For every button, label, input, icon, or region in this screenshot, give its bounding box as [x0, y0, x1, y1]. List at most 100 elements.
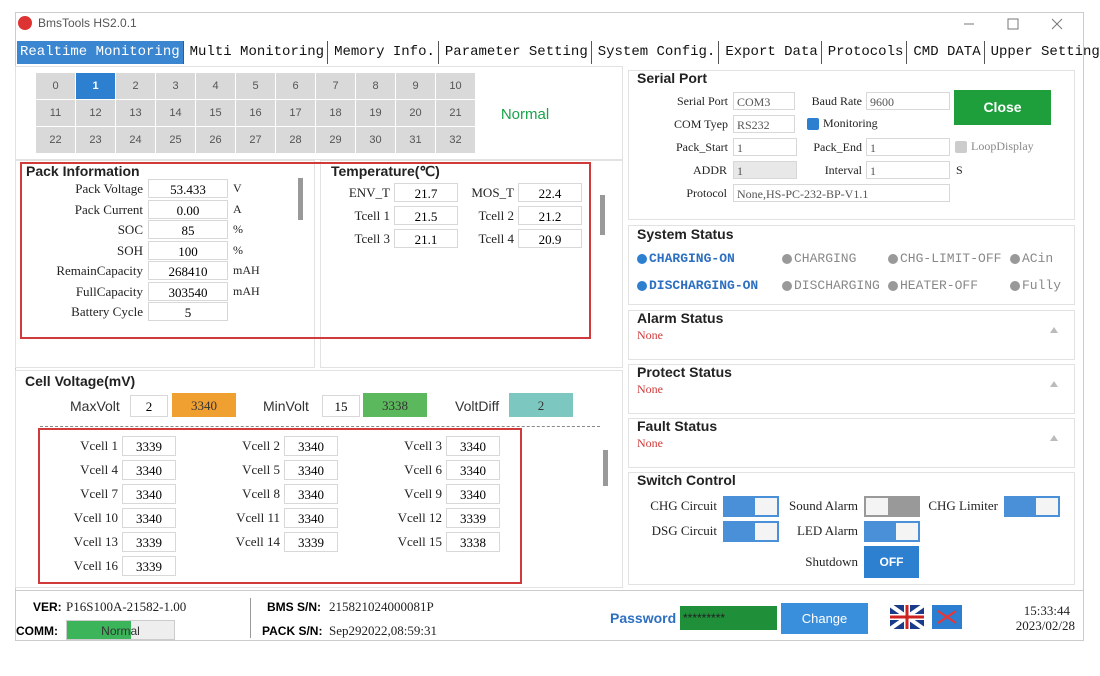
- field-value: 20.9: [518, 229, 582, 248]
- pack-button[interactable]: 2: [116, 73, 155, 99]
- change-button[interactable]: Change: [781, 603, 868, 634]
- field-label: ENV_T: [348, 185, 390, 200]
- time: 15:33:44: [1023, 603, 1070, 618]
- pack-button[interactable]: 23: [76, 127, 115, 153]
- pack-button[interactable]: 4: [196, 73, 235, 99]
- tab[interactable]: Realtime Monitoring: [17, 41, 184, 64]
- status-dot: [1010, 281, 1020, 291]
- language-icons[interactable]: [890, 605, 962, 631]
- pack-button[interactable]: 28: [276, 127, 315, 153]
- pack-button[interactable]: 17: [276, 100, 315, 126]
- checkbox[interactable]: [955, 141, 967, 153]
- combo-box[interactable]: 1: [733, 161, 797, 179]
- combo-box[interactable]: 1: [733, 138, 797, 156]
- pack-button[interactable]: 6: [276, 73, 315, 99]
- pack-button[interactable]: 20: [396, 100, 435, 126]
- status-label: CHARGING-ON: [649, 251, 735, 266]
- summary-value: 3338: [363, 393, 427, 417]
- combo-box[interactable]: 1: [866, 161, 950, 179]
- scrollbar[interactable]: [298, 178, 303, 220]
- toggle[interactable]: [864, 521, 920, 542]
- pack-button[interactable]: 13: [116, 100, 155, 126]
- pack-button[interactable]: 16: [236, 100, 275, 126]
- shutdown-button[interactable]: OFF: [864, 546, 919, 578]
- comm-status: Normal: [66, 620, 175, 640]
- tab[interactable]: Multi Monitoring: [187, 41, 329, 64]
- pack-button[interactable]: 22: [36, 127, 75, 153]
- scroll-arrows[interactable]: [1050, 381, 1058, 387]
- combo-box[interactable]: COM3: [733, 92, 795, 110]
- field-unit: mAH: [233, 263, 260, 277]
- tab[interactable]: Export Data: [722, 41, 822, 64]
- status-value: None: [637, 328, 663, 342]
- pack-button[interactable]: 1: [76, 73, 115, 99]
- window-controls[interactable]: [960, 14, 1070, 34]
- pack-button[interactable]: 7: [316, 73, 355, 99]
- combo-box[interactable]: 9600: [866, 92, 950, 110]
- switch-label: DSG Circuit: [651, 523, 717, 538]
- pack-button[interactable]: 30: [356, 127, 395, 153]
- pack-button[interactable]: 31: [396, 127, 435, 153]
- pack-button[interactable]: 8: [356, 73, 395, 99]
- pack-button[interactable]: 25: [156, 127, 195, 153]
- scrollbar[interactable]: [603, 450, 608, 486]
- combo-box[interactable]: 1: [866, 138, 950, 156]
- scroll-arrows[interactable]: [1050, 435, 1058, 441]
- field-label: MOS_T: [471, 185, 514, 200]
- field-unit: %: [233, 242, 243, 257]
- pack-button[interactable]: 26: [196, 127, 235, 153]
- cell-value: 3340: [122, 508, 176, 528]
- pack-button[interactable]: 15: [196, 100, 235, 126]
- combo-box[interactable]: None,HS-PC-232-BP-V1.1: [733, 184, 950, 202]
- tab[interactable]: System Config.: [595, 41, 720, 64]
- pack-button[interactable]: 12: [76, 100, 115, 126]
- field-label: COM Tyep: [674, 117, 728, 131]
- cell-label: Vcell 2: [242, 438, 280, 453]
- pack-button[interactable]: 3: [156, 73, 195, 99]
- field-unit: %: [233, 222, 243, 236]
- summary-cell: 2: [130, 395, 168, 417]
- cell-label: Vcell 14: [235, 534, 280, 549]
- pack-button[interactable]: 9: [396, 73, 435, 99]
- switch-control-panel: [628, 472, 1075, 585]
- field-label: Battery Cycle: [71, 304, 143, 319]
- pack-button[interactable]: 24: [116, 127, 155, 153]
- tab[interactable]: Protocols: [825, 41, 908, 64]
- close-button[interactable]: Close: [954, 90, 1051, 125]
- pack-button[interactable]: 19: [356, 100, 395, 126]
- pack-button[interactable]: 21: [436, 100, 475, 126]
- pack-button[interactable]: 18: [316, 100, 355, 126]
- pack-button[interactable]: 32: [436, 127, 475, 153]
- field-label: Pack_Start: [676, 140, 728, 154]
- cell-label: Vcell 4: [80, 462, 118, 477]
- footer-separator: [250, 598, 251, 638]
- system-status-panel: [628, 225, 1075, 305]
- scroll-arrows[interactable]: [1050, 327, 1058, 333]
- combo-box[interactable]: RS232: [733, 115, 795, 133]
- section-title: Pack Information: [26, 163, 140, 179]
- tab[interactable]: CMD DATA: [910, 41, 985, 64]
- tab[interactable]: Upper Setting: [988, 41, 1100, 64]
- field-value: 268410: [148, 261, 228, 280]
- switch-label: CHG Limiter: [928, 498, 998, 513]
- pack-button[interactable]: 10: [436, 73, 475, 99]
- toggle[interactable]: [1004, 496, 1060, 517]
- pack-button[interactable]: 11: [36, 100, 75, 126]
- pack-button[interactable]: 0: [36, 73, 75, 99]
- toggle[interactable]: [723, 521, 779, 542]
- pack-button[interactable]: 27: [236, 127, 275, 153]
- pack-button[interactable]: 14: [156, 100, 195, 126]
- status-dot: [637, 281, 647, 291]
- tab[interactable]: Parameter Setting: [442, 41, 592, 64]
- toggle[interactable]: [864, 496, 920, 517]
- scrollbar[interactable]: [600, 195, 605, 235]
- pack-button[interactable]: 29: [316, 127, 355, 153]
- switch-label: Shutdown: [805, 554, 858, 569]
- pack-button[interactable]: 5: [236, 73, 275, 99]
- toggle[interactable]: [723, 496, 779, 517]
- password-input[interactable]: *********: [680, 606, 777, 630]
- field-label: Serial Port: [677, 94, 728, 108]
- tab[interactable]: Memory Info.: [331, 41, 439, 64]
- highlight-frame: [20, 162, 591, 339]
- checkbox[interactable]: [807, 118, 819, 130]
